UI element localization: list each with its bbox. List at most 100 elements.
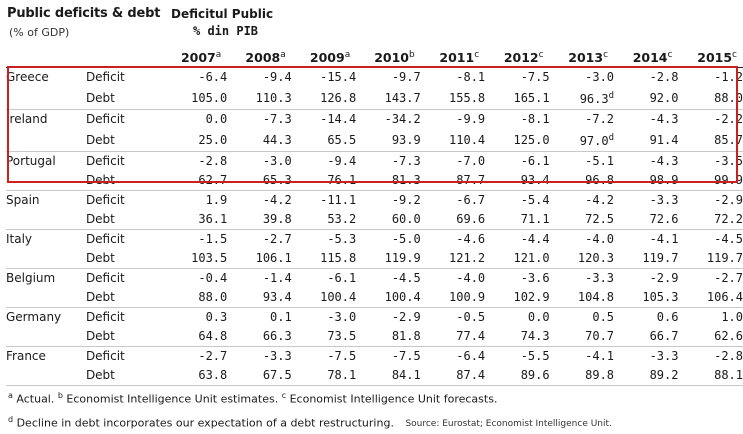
value-cell: 62.6: [678, 327, 743, 348]
value-text: -7.0: [456, 154, 486, 169]
value-cell: -4.1: [614, 230, 679, 250]
value-text: -15.4: [320, 70, 357, 85]
country-group: Belgium Deficit -0.4 -1.4 -6.1 -4.5 -4.0 -3.6 -3…: [6, 269, 743, 309]
value-text: 105.3: [642, 290, 679, 305]
value-cell: -4.0: [421, 269, 485, 289]
value-cell: 72.6: [614, 210, 679, 231]
value-cell: 98.9: [614, 171, 679, 192]
value-cell: -7.5: [485, 68, 550, 88]
value-text: 102.9: [513, 290, 550, 305]
value-cell: -2.9: [678, 191, 743, 211]
value-cell: 105.3: [614, 288, 679, 309]
value-cell: 119.7: [678, 249, 743, 270]
value-text: -1.2: [714, 70, 743, 85]
value-cell: -5.1: [550, 152, 614, 172]
metric-label: Deficit: [85, 310, 125, 325]
value-text: 98.9: [649, 173, 679, 188]
value-text: 0.5: [592, 310, 615, 325]
year-label: 2014: [632, 50, 668, 66]
value-text: -4.2: [585, 193, 615, 208]
country-name: Italy: [6, 232, 33, 247]
country-group: Spain Deficit 1.9 -4.2 -11.1 -9.2 -6.7 -5.4 -4.2…: [6, 191, 743, 231]
value-text: 81.8: [391, 329, 421, 344]
value-text: -14.4: [320, 112, 357, 127]
value-cell: -2.8: [163, 152, 227, 172]
value-cell: -2.7: [163, 347, 227, 367]
value-text: -3.5: [714, 154, 743, 169]
value-cell: -7.0: [421, 152, 485, 172]
value-cell: -2.9: [356, 308, 421, 328]
country-group: Germany Deficit 0.3 0.1 -3.0 -2.9 -0.5 0.0 0.5 0.…: [6, 308, 743, 348]
year-label: 2009: [309, 50, 345, 66]
value-text: 74.3: [520, 329, 550, 344]
footnote-text: Decline in debt incorporates our expecta…: [13, 416, 394, 430]
value-cell: -4.5: [356, 269, 421, 289]
value-cell: -5.4: [485, 191, 550, 211]
value-cell: 97.0d: [549, 129, 615, 153]
value-text: -11.1: [320, 193, 357, 208]
value-cell: 66.3: [227, 327, 292, 348]
value-cell: 106.4: [678, 288, 743, 309]
value-cell: -3.0: [550, 68, 614, 88]
metric-label: Deficit: [85, 349, 125, 364]
table-row: Debt 64.8 66.3 73.5 81.8 77.4 74.3 70.7 66.7 62.6: [6, 327, 743, 348]
value-cell: -3.3: [227, 347, 292, 367]
year-footnote-mark: a: [280, 50, 286, 60]
country-group: France Deficit -2.7 -3.3 -7.5 -7.5 -6.4 -5.5 -4.…: [6, 347, 743, 387]
value-text: 65.3: [262, 173, 292, 188]
value-cell: -6.4: [421, 347, 485, 367]
value-text: 104.8: [577, 290, 615, 305]
value-cell: -2.8: [678, 347, 743, 367]
value-text: 72.2: [714, 212, 743, 227]
deficit-debt-table: 2007a 2008a 2009a 2010b 2011c 2012c 2013c 2014c…: [6, 46, 743, 387]
table-row: Ireland Deficit 0.0 -7.3 -14.4 -34.2 -9.9 -8.1 -…: [6, 110, 743, 130]
annotation-line-1: Deficitul Public: [171, 7, 274, 21]
year-label: 2012: [503, 50, 539, 66]
value-footnote-mark: d: [608, 133, 615, 144]
value-cell: -4.2: [227, 191, 292, 211]
value-text: -7.5: [520, 70, 550, 85]
value-cell: 63.8: [162, 366, 228, 387]
value-cell: -4.0: [550, 230, 614, 250]
value-text: 85.7: [714, 132, 743, 147]
country-name: Germany: [6, 310, 62, 325]
value-cell: 93.4: [485, 171, 550, 192]
year-footnote-mark: c: [538, 50, 544, 60]
value-text: -6.1: [520, 154, 550, 169]
value-cell: -34.2: [356, 110, 421, 130]
value-text: 92.0: [649, 90, 679, 105]
value-text: 126.8: [320, 90, 357, 105]
country-name: France: [6, 349, 46, 364]
value-cell: -7.2: [550, 110, 614, 130]
value-cell: -3.0: [292, 308, 356, 328]
blank-header-cell: [86, 46, 163, 68]
value-text: -2.8: [649, 70, 679, 85]
value-cell: 121.2: [420, 249, 486, 270]
value-text: -3.3: [585, 271, 615, 286]
value-text: -6.4: [198, 70, 228, 85]
value-cell: -2.9: [614, 269, 679, 289]
footnote-text: Economist Intelligence Unit forecasts.: [286, 392, 498, 406]
value-text: -2.9: [649, 271, 679, 286]
value-cell: -8.1: [485, 110, 550, 130]
country-name: [6, 87, 86, 111]
value-cell: 103.5: [162, 249, 228, 270]
value-cell: -4.5: [678, 230, 743, 250]
value-text: -2.8: [714, 349, 743, 364]
value-text: 71.1: [520, 212, 550, 227]
value-cell: -9.4: [292, 152, 356, 172]
value-text: -4.4: [520, 232, 550, 247]
table-row: Debt 88.0 93.4 100.4 100.4 100.9 102.9 104.8 105…: [6, 288, 743, 309]
value-text: -9.4: [262, 70, 292, 85]
value-text: 39.8: [262, 212, 292, 227]
metric-label: Debt: [85, 366, 163, 387]
table-row: Debt 62.7 65.3 76.1 81.3 87.7 93.4 96.8 98.9 99.9: [6, 171, 743, 192]
country-name: Portugal: [6, 154, 56, 169]
value-text: 1.9: [205, 193, 228, 208]
table-row: Debt 63.8 67.5 78.1 84.1 87.4 89.6 89.8 89.2 88.1: [6, 366, 743, 387]
value-text: 105.0: [191, 90, 228, 105]
value-cell: 105.0: [162, 87, 228, 111]
value-text: 0.1: [270, 310, 292, 325]
value-text: 121.0: [513, 251, 550, 266]
value-text: -4.2: [262, 193, 292, 208]
